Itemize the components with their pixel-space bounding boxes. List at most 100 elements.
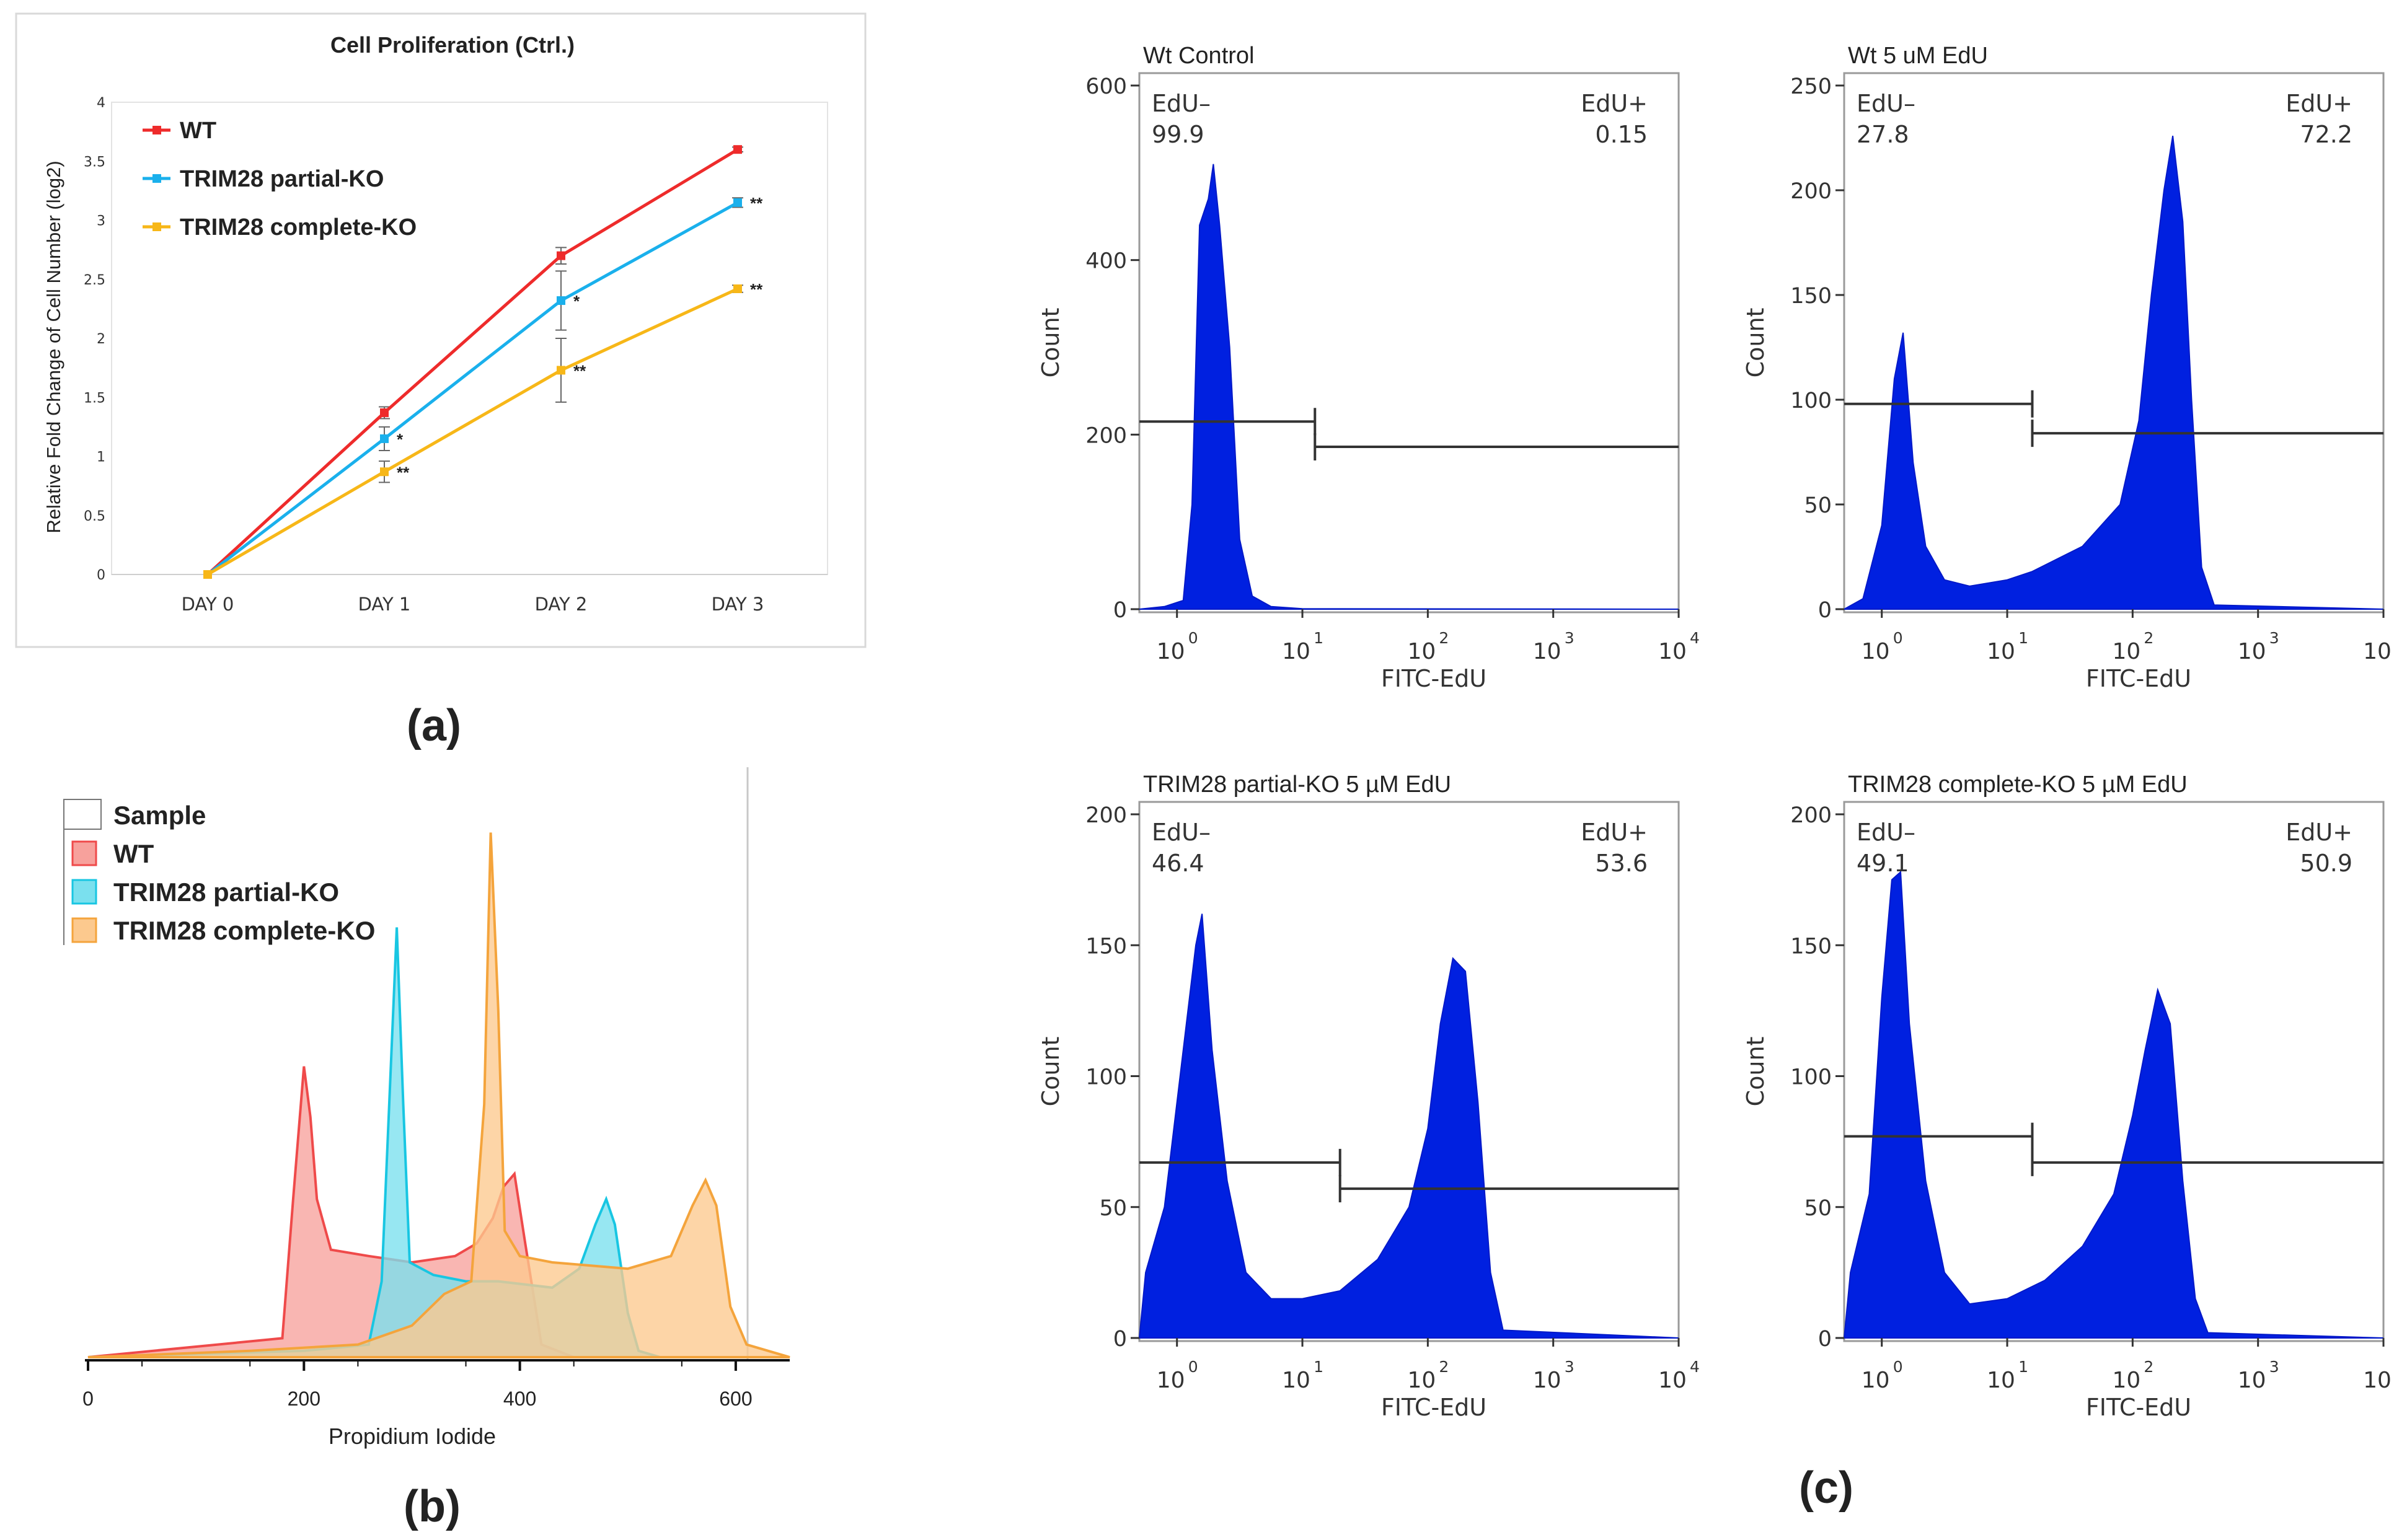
xtick-label: 10 [1282,1368,1310,1393]
ytick-label: 200 [1085,803,1127,828]
data-point [557,296,565,306]
ytick-label: 100 [1085,1065,1127,1090]
xtick-label: 10 [1862,639,1890,664]
ytick-label: 200 [1790,803,1832,828]
gate-left-label: EdU– [1857,819,1915,846]
histogram-xlabel: FITC-EdU [1381,1394,1486,1421]
ytick-label: 100 [1790,1065,1832,1090]
panel-a-ytick-label: 3.5 [84,154,105,170]
panel-b-label: (b) [404,1482,461,1531]
panel-a-ytick-label: 0.5 [84,509,105,524]
panel-b-overlay-histogram: 0 200 400 600 Propidium Iodide Sample WT TRIM… [63,767,790,1449]
ytick-label: 400 [1085,249,1127,274]
xtick-exponent: 0 [1188,1358,1198,1376]
data-point [380,467,389,477]
significance-mark: * [573,292,580,310]
panel-a-ytick-label: 2 [97,332,105,347]
xtick-exponent: 3 [1565,1358,1575,1376]
panel-a-xtick-label: DAY 3 [712,594,764,615]
data-point [203,570,212,579]
gate-right-label: EdU+ [2286,819,2352,846]
panel-c-histogram-3: TRIM28 partial-KO 5 µM EdU EdU– 46.4 EdU+ 53… [1037,772,1700,1421]
xtick-label: 10 [2112,1368,2140,1393]
gate-right-value: 53.6 [1595,850,1648,877]
histogram-title: Wt 5 uM EdU [1848,43,1988,69]
ytick-label: 150 [1790,934,1832,959]
xtick-label: 10 [1862,1368,1890,1393]
xtick-label: 10 [1658,639,1687,664]
panel-b-xtick-label: 0 [82,1388,94,1410]
legend-marker [152,126,161,134]
histogram-xlabel: FITC-EdU [2086,665,2191,692]
xtick-label: 10 [2112,639,2140,664]
panel-b-legend-title: Sample [113,801,206,830]
legend-swatch [71,879,97,905]
panel-a-ytick-label: 4 [97,95,105,111]
ytick-label: 0 [1113,598,1127,623]
panel-a-ylabel: Relative Fold Change of Cell Number (log… [43,161,64,533]
data-point [733,284,742,293]
xtick-label: 10 [1282,639,1310,664]
xtick-exponent: 0 [1893,629,1903,647]
significance-mark: ** [750,280,763,299]
data-point [733,145,742,154]
histogram-area [1138,913,1679,1339]
panel-a-ytick-label: 1.5 [84,390,105,406]
gate-left-value: 99.9 [1152,121,1204,148]
panel-b-xtick-label: 600 [719,1388,752,1410]
significance-mark: * [397,430,404,449]
xtick-label: 10 [2238,1368,2266,1393]
xtick-exponent: 1 [2018,629,2028,647]
gate-right-value: 0.15 [1595,121,1648,148]
ytick-label: 250 [1790,74,1832,99]
panel-c-histogram-4: TRIM28 complete-KO 5 µM EdU EdU– 49.1 EdU+ 5… [1742,772,2392,1421]
gate-left-value: 46.4 [1152,850,1204,877]
significance-mark: ** [397,463,410,482]
histogram-title: TRIM28 partial-KO 5 µM EdU [1143,772,1451,798]
xtick-exponent: 3 [2269,629,2279,647]
histogram-ylabel: Count [1742,1037,1769,1107]
panel-b-xtick-label: 400 [503,1388,536,1410]
xtick-exponent: 4 [1690,1358,1700,1376]
legend-marker [152,174,161,183]
xtick-exponent: 2 [1439,629,1449,647]
legend-label: TRIM28 partial-KO [113,878,339,907]
series-line [206,287,739,576]
data-point [380,408,389,418]
xtick-label: 10 [1533,639,1561,664]
panel-c-histogram-1: Wt ControlEdU–99.9EdU+0.1502004006001001… [1037,43,1700,692]
significance-mark: ** [750,194,763,213]
legend-swatch [71,840,97,866]
xtick-exponent: 2 [1439,1358,1449,1376]
ytick-label: 200 [1790,179,1832,204]
series-line [206,148,739,576]
panel-a-ytick-label: 2.5 [84,273,105,288]
xtick-label: 10 [2363,639,2392,664]
data-point [380,434,389,443]
panel-c-label: (c) [1799,1463,1853,1513]
panel-c-histogram-2: Wt 5 uM EdUEdU–27.8EdU+72.20501001502002… [1742,43,2392,692]
xtick-label: 10 [1658,1368,1687,1393]
histogram-area [1139,164,1679,610]
xtick-exponent: 1 [2018,1358,2028,1376]
legend-label: WT [113,839,154,868]
ytick-label: 150 [1085,934,1127,959]
panel-b-legend-item: TRIM28 complete-KO [71,916,375,945]
legend-marker [152,222,161,231]
significance-mark: ** [573,361,586,380]
xtick-exponent: 3 [2269,1358,2279,1376]
ytick-label: 0 [1818,1327,1832,1352]
xtick-exponent: 2 [2144,629,2153,647]
panel-a-legend-item: WT [143,118,216,144]
xtick-label: 10 [2363,1368,2392,1393]
panel-a-xtick-label: DAY 0 [182,594,234,615]
panel-a-series-trim28-complete-ko: ****** [203,280,763,579]
xtick-exponent: 0 [1893,1358,1903,1376]
panel-a-ytick-label: 3 [97,214,105,229]
histogram-area [1842,135,2384,610]
xtick-exponent: 3 [1565,629,1575,647]
xtick-exponent: 4 [1690,629,1700,647]
histogram-ylabel: Count [1037,308,1064,378]
histogram-area [1843,870,2384,1339]
